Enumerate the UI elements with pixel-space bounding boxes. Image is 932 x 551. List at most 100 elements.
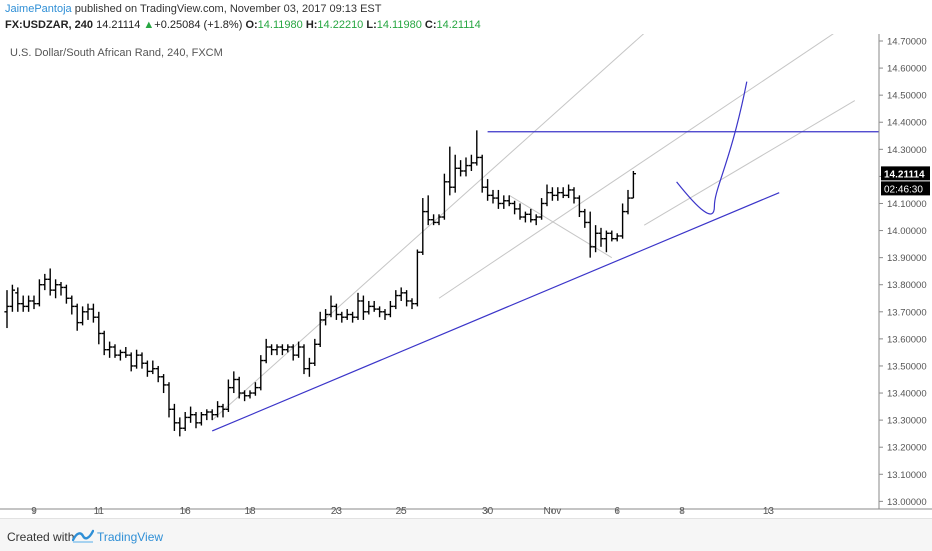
ohlc-bar xyxy=(150,360,156,375)
ohlc-bar xyxy=(26,295,32,312)
publish-text: published on TradingView.com, November 0… xyxy=(74,3,382,15)
ohlc-bar xyxy=(269,344,275,356)
ohlc-bar xyxy=(42,273,48,291)
ohlc-bar xyxy=(501,195,507,209)
time-axis[interactable]: 9 11 16 18 23 25 30 Nov 6 8 13 xyxy=(31,506,774,517)
ohlc-bar xyxy=(225,379,231,412)
price-tick-label: 13.00000 xyxy=(887,497,927,508)
ohlc-bar xyxy=(31,295,37,310)
ohlc-bar xyxy=(625,189,631,215)
last-price-box xyxy=(881,166,930,181)
open-value: 14.11980 xyxy=(257,19,303,31)
price-tick-label: 14.50000 xyxy=(887,91,927,102)
ohlc-bar xyxy=(630,170,636,199)
ohlc-bar xyxy=(506,195,512,207)
ohlc-bar xyxy=(69,295,75,315)
ohlc-bar xyxy=(242,390,248,402)
ohlc-bar xyxy=(188,406,194,423)
ohlc-bar xyxy=(107,341,113,358)
price-tick-label: 14.00000 xyxy=(887,226,927,237)
ohlc-bar xyxy=(36,279,42,307)
price-tick-label: 14.30000 xyxy=(887,145,927,156)
ohlc-bar xyxy=(117,349,123,361)
ohlc-bar xyxy=(333,303,339,320)
symbol-ohlc-line: FX:USDZAR, 240 14.21114 ▲+0.25084 (+1.8%… xyxy=(5,19,481,32)
ohlc-bar xyxy=(296,341,302,358)
projection-curve xyxy=(676,81,748,215)
close-value: 14.21114 xyxy=(436,19,481,31)
ohlc-bar xyxy=(431,214,437,226)
author-link[interactable]: JaimePantoja xyxy=(5,3,72,15)
ohlc-bar xyxy=(398,287,404,301)
price-tick-label: 14.10000 xyxy=(887,199,927,210)
ohlc-bar xyxy=(285,344,291,353)
ohlc-bar xyxy=(609,230,615,242)
price-tick-label: 13.40000 xyxy=(887,389,927,400)
ohlc-bar xyxy=(366,300,372,315)
ohlc-bar xyxy=(182,411,188,431)
ohlc-bar xyxy=(306,357,312,377)
ohlc-bar xyxy=(198,411,204,426)
change-value: +0.25084 (+1.8%) xyxy=(154,19,243,31)
publish-line: JaimePantoja published on TradingView.co… xyxy=(5,3,381,16)
tradingview-link[interactable]: TradingView xyxy=(97,530,164,544)
ohlc-bar xyxy=(236,376,242,399)
ohlc-bar xyxy=(458,160,464,177)
ohlc-bar xyxy=(134,349,140,369)
ohlc-bar xyxy=(355,292,361,320)
ohlc-bar xyxy=(231,371,237,394)
ohlc-bar xyxy=(560,187,566,199)
ohlc-bar xyxy=(123,347,129,358)
price-tick-label: 14.70000 xyxy=(887,37,927,48)
created-with-text: Created with xyxy=(7,530,75,544)
ohlc-bar xyxy=(139,352,145,369)
ohlc-bar xyxy=(85,303,91,320)
ohlc-bar xyxy=(215,401,221,418)
countdown-box xyxy=(881,181,930,196)
close-label: C: xyxy=(424,19,437,31)
ohlc-bar xyxy=(301,344,307,375)
ohlc-bar xyxy=(20,295,26,312)
ohlc-bars xyxy=(4,130,636,437)
ohlc-bar xyxy=(377,306,383,318)
ohlc-bar xyxy=(90,303,96,323)
ohlc-bar xyxy=(382,309,388,320)
high-label: H: xyxy=(305,19,318,31)
ohlc-bar xyxy=(47,268,53,296)
ohlc-bar xyxy=(204,409,210,421)
ohlc-bar xyxy=(393,290,399,310)
time-tick-label: 25 xyxy=(396,506,408,514)
ohlc-bar xyxy=(128,352,134,372)
ohlc-bar xyxy=(247,390,253,399)
time-tick-label: 9 xyxy=(31,506,37,514)
tradingview-logo-icon[interactable] xyxy=(72,527,94,543)
symbol-label[interactable]: FX:USDZAR, 240 xyxy=(5,19,94,31)
ohlc-bar xyxy=(463,157,469,177)
price-tick-label: 13.70000 xyxy=(887,307,927,318)
ohlc-bar xyxy=(517,203,523,220)
ohlc-bar xyxy=(177,417,183,437)
ohlc-bar xyxy=(112,344,118,358)
chart-area[interactable]: U.S. Dollar/South African Rand, 240, FXC… xyxy=(0,13,932,517)
last-price: 14.21114 xyxy=(96,19,141,31)
ohlc-bar xyxy=(328,295,334,318)
ohlc-bar xyxy=(409,298,415,310)
ohlc-bar xyxy=(58,282,64,296)
ohlc-bar xyxy=(155,365,161,383)
ohlc-bar xyxy=(436,214,442,226)
price-tick-label: 13.20000 xyxy=(887,443,927,454)
ohlc-bar xyxy=(171,403,177,431)
ohlc-bar xyxy=(474,130,480,166)
ohlc-bar xyxy=(522,211,528,223)
time-tick-label: 8 xyxy=(679,506,685,514)
ohlc-bar xyxy=(420,198,426,255)
ohlc-bar xyxy=(566,184,572,199)
price-chart[interactable]: U.S. Dollar/South African Rand, 240, FXC… xyxy=(0,13,932,517)
ohlc-bar xyxy=(614,233,620,242)
ohlc-bar xyxy=(452,154,458,193)
ohlc-bar xyxy=(344,309,350,320)
channel-line xyxy=(438,18,856,299)
time-tick-label: 23 xyxy=(331,506,343,514)
ohlc-bar xyxy=(263,338,269,364)
price-tick-label: 13.90000 xyxy=(887,253,927,264)
